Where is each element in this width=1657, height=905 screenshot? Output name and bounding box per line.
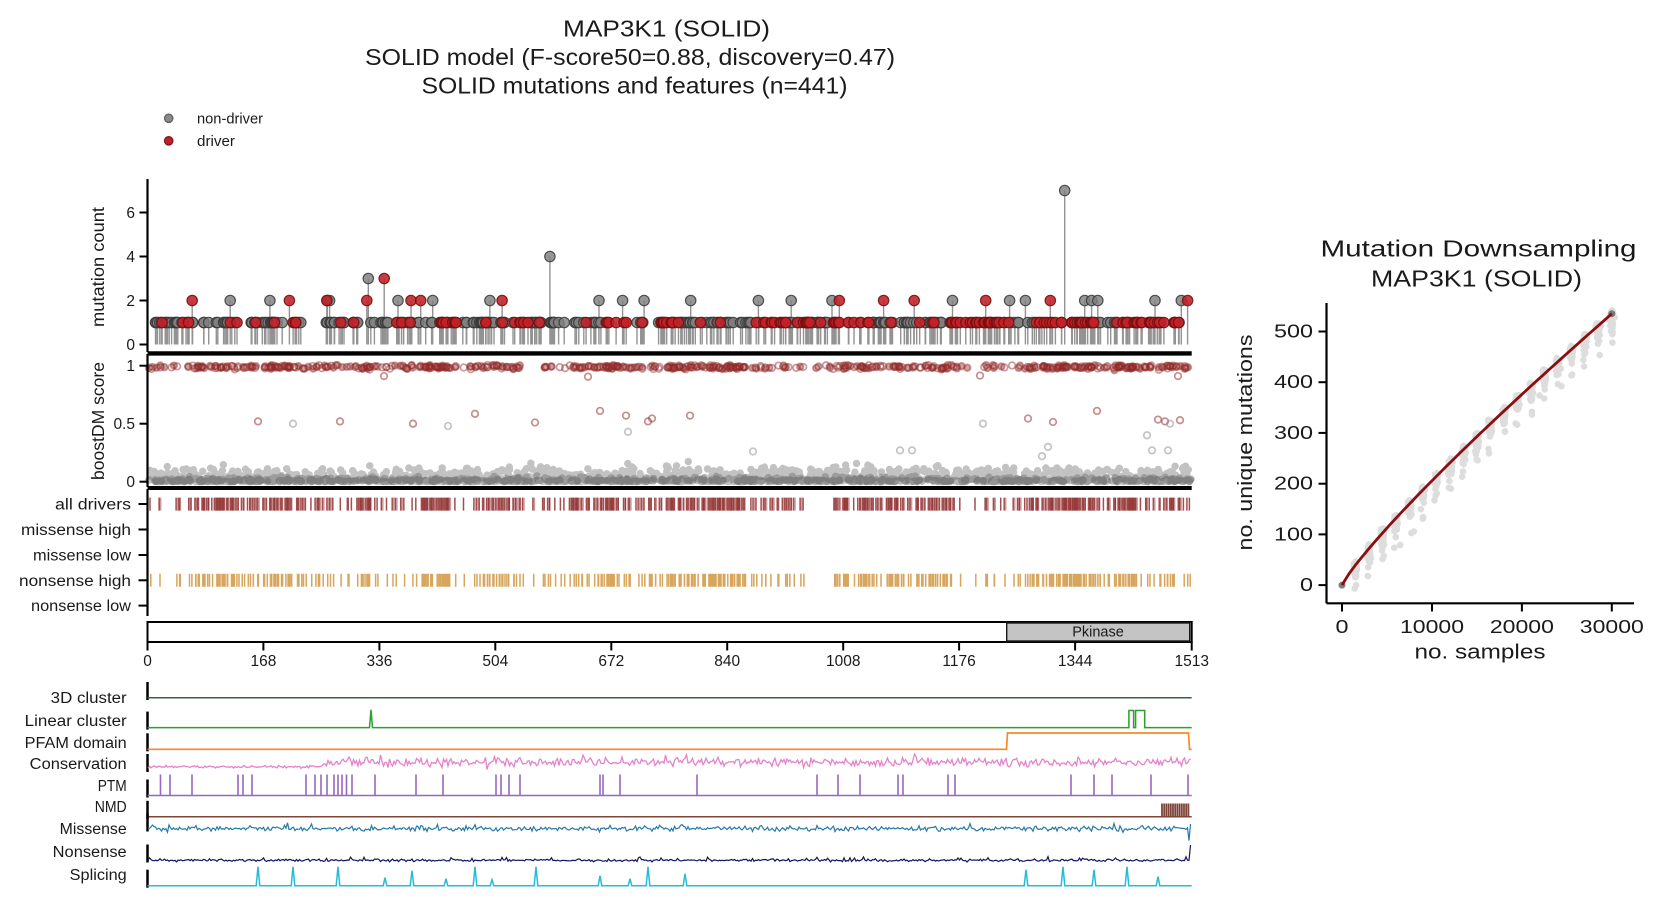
svg-text:mutation count: mutation count xyxy=(88,207,108,327)
svg-text:200: 200 xyxy=(1274,474,1313,494)
svg-text:Linear cluster: Linear cluster xyxy=(25,713,127,730)
svg-text:4: 4 xyxy=(126,249,135,266)
svg-text:MAP3K1 (SOLID): MAP3K1 (SOLID) xyxy=(563,16,770,42)
svg-text:Pkinase: Pkinase xyxy=(1072,625,1124,641)
svg-text:non-driver: non-driver xyxy=(197,111,263,128)
svg-text:missense low: missense low xyxy=(33,548,132,565)
svg-text:driver: driver xyxy=(197,133,235,150)
svg-text:400: 400 xyxy=(1274,372,1313,392)
svg-text:840: 840 xyxy=(714,653,740,670)
svg-text:PTM: PTM xyxy=(98,778,127,795)
svg-text:10000: 10000 xyxy=(1400,617,1464,637)
svg-text:Nonsense: Nonsense xyxy=(53,844,127,861)
svg-text:2: 2 xyxy=(126,293,135,310)
svg-text:SOLID model (F-score50=0.88, d: SOLID model (F-score50=0.88, discovery=0… xyxy=(365,44,895,70)
svg-text:Splicing: Splicing xyxy=(70,867,127,884)
svg-text:missense high: missense high xyxy=(21,522,131,539)
svg-text:1: 1 xyxy=(126,358,135,375)
svg-text:0: 0 xyxy=(143,653,152,670)
svg-text:0: 0 xyxy=(1300,575,1313,595)
svg-text:NMD: NMD xyxy=(95,799,127,816)
svg-text:1344: 1344 xyxy=(1058,653,1093,670)
svg-text:boostDM score: boostDM score xyxy=(88,362,108,480)
svg-text:nonsense high: nonsense high xyxy=(19,573,131,590)
svg-text:Missense: Missense xyxy=(60,821,127,838)
svg-text:SOLID mutations and features (: SOLID mutations and features (n=441) xyxy=(422,73,848,99)
svg-text:30000: 30000 xyxy=(1580,617,1644,637)
svg-text:MAP3K1 (SOLID): MAP3K1 (SOLID) xyxy=(1371,266,1582,292)
svg-text:0.5: 0.5 xyxy=(113,416,135,433)
svg-text:1176: 1176 xyxy=(942,653,975,670)
svg-text:0: 0 xyxy=(126,337,135,354)
svg-text:no. samples: no. samples xyxy=(1415,642,1546,664)
svg-text:300: 300 xyxy=(1274,423,1313,443)
svg-text:672: 672 xyxy=(598,653,624,670)
svg-text:no. unique mutations: no. unique mutations xyxy=(1235,335,1257,551)
svg-text:100: 100 xyxy=(1274,524,1313,544)
svg-text:Mutation Downsampling: Mutation Downsampling xyxy=(1321,236,1637,262)
svg-text:0: 0 xyxy=(1336,617,1349,637)
svg-text:6: 6 xyxy=(126,205,135,222)
svg-text:PFAM domain: PFAM domain xyxy=(25,735,127,752)
svg-text:336: 336 xyxy=(366,653,392,670)
svg-text:3D cluster: 3D cluster xyxy=(51,690,127,707)
svg-text:1513: 1513 xyxy=(1174,653,1208,670)
svg-text:all drivers: all drivers xyxy=(55,497,131,514)
svg-text:20000: 20000 xyxy=(1490,617,1554,637)
svg-text:0: 0 xyxy=(126,474,135,491)
svg-text:504: 504 xyxy=(482,653,508,670)
svg-text:1008: 1008 xyxy=(826,653,860,670)
svg-text:168: 168 xyxy=(250,653,276,670)
svg-text:Conservation: Conservation xyxy=(30,756,127,773)
svg-text:500: 500 xyxy=(1274,322,1313,342)
svg-text:nonsense low: nonsense low xyxy=(31,598,132,615)
